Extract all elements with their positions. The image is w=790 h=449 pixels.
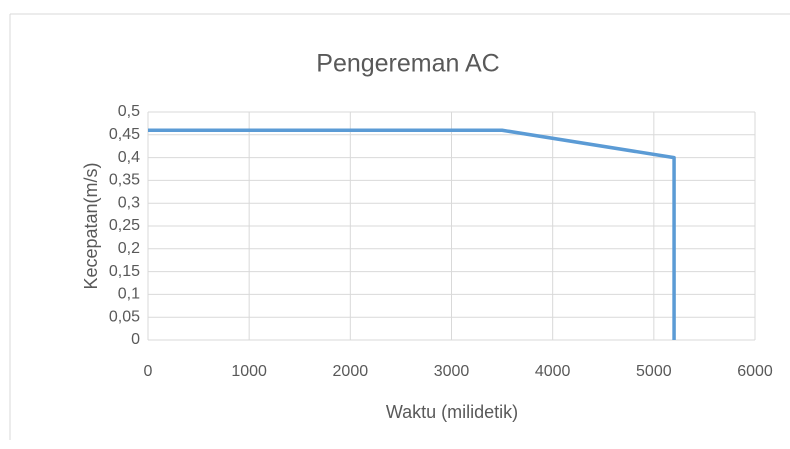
x-tick-label: 1000 <box>231 363 267 380</box>
y-tick-label: 0,15 <box>109 263 140 280</box>
y-tick-label: 0,4 <box>118 149 140 166</box>
x-tick-label: 2000 <box>333 363 369 380</box>
y-tick-label: 0,25 <box>109 217 140 234</box>
x-tick-label: 3000 <box>434 363 470 380</box>
x-tick-label: 4000 <box>535 363 571 380</box>
y-tick-label: 0,5 <box>118 103 140 120</box>
y-tick-label: 0,2 <box>118 240 140 257</box>
y-tick-label: 0,1 <box>118 286 140 303</box>
y-tick-label: 0,05 <box>109 308 140 325</box>
y-tick-label: 0 <box>131 331 140 348</box>
y-tick-label: 0,35 <box>109 172 140 189</box>
chart-title: Pengereman AC <box>316 50 499 78</box>
data-line <box>148 128 676 340</box>
y-axis-label: Kecepatan(m/s) <box>81 162 101 289</box>
x-tick-label: 0 <box>144 363 153 380</box>
x-tick-label: 6000 <box>737 363 773 380</box>
y-tick-label: 0,45 <box>109 126 140 143</box>
y-tick-label: 0,3 <box>118 194 140 211</box>
x-tick-label: 5000 <box>636 363 672 380</box>
x-axis-label: Waktu (milidetik) <box>386 402 518 422</box>
